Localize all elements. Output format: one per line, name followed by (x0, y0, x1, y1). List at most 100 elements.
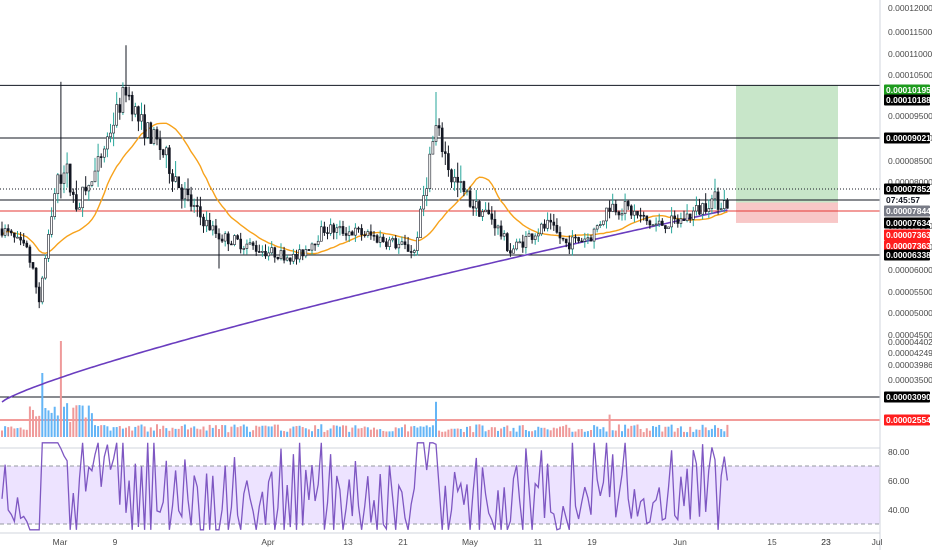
volume-bar (537, 426, 540, 437)
volume-bar (255, 425, 258, 437)
volume-bar (673, 431, 676, 437)
volume-bar (345, 425, 348, 437)
candle-body (323, 226, 326, 233)
candle-body (357, 227, 360, 230)
candle-body (155, 129, 159, 140)
volume-bar (121, 428, 124, 437)
candle-body (437, 125, 441, 129)
candle-body (468, 190, 472, 207)
volume-bar (456, 428, 459, 437)
volume-bar (149, 427, 152, 437)
price-badge (884, 183, 930, 195)
volume-bar (453, 428, 456, 437)
volume-bar (128, 426, 131, 437)
volume-bar (710, 428, 713, 437)
candle-body (626, 201, 630, 207)
candle-body (75, 194, 78, 210)
candle-body (440, 127, 444, 153)
horizontal-levels[interactable] (0, 84, 880, 421)
volume-bar (10, 426, 13, 437)
candle-body (431, 141, 435, 155)
volume-bar (410, 426, 413, 437)
volume-bar (53, 406, 56, 437)
volume-bar (472, 432, 475, 437)
candle-body (28, 246, 32, 263)
volume-bar (388, 431, 391, 437)
candle-body (651, 224, 655, 227)
volume-bar (580, 429, 583, 437)
candle-body (555, 224, 559, 233)
price-badge-text: 0.00003090 (886, 392, 931, 402)
time-tick-label: Mar (53, 537, 68, 547)
candle-body (273, 247, 277, 258)
volume-bar (686, 432, 689, 437)
candle-body (360, 228, 363, 236)
volume-bar (224, 425, 227, 437)
candle-body (645, 215, 649, 222)
rsi-tick-label: 80.00 (888, 447, 910, 457)
volume-bar (47, 410, 50, 437)
candle-body (84, 186, 87, 192)
volume-bar (354, 425, 357, 437)
volume-bar (320, 424, 323, 437)
price-tick-label: 0.00006000 (888, 265, 932, 275)
volume-bar (528, 431, 530, 437)
candle-body (558, 232, 562, 239)
candle-body (698, 205, 701, 215)
volume-bar (608, 414, 611, 437)
volume-bar (25, 429, 28, 437)
candle-body (78, 207, 81, 210)
volume-bar (664, 426, 667, 437)
price-tick-label: 0.00004500 (888, 330, 932, 340)
candle-body (425, 188, 429, 196)
volume-bar (447, 429, 450, 437)
volume-bar (131, 430, 134, 437)
candle-body (549, 219, 553, 223)
candle-body (719, 208, 723, 210)
candle-body (623, 201, 627, 214)
price-tick-label: 0.00004249 (888, 348, 932, 358)
volume-bar (35, 416, 38, 437)
candle-body (561, 237, 565, 240)
candle-body (298, 249, 301, 260)
candle-body (350, 231, 354, 236)
price-tick-label: 0.00011500 (888, 27, 932, 37)
candle-body (307, 249, 311, 251)
volume-bar (109, 430, 112, 437)
volume-bar (106, 426, 109, 437)
volume-bar (348, 431, 351, 437)
candle-body (710, 198, 714, 209)
price-tick-label: 0.00010500 (888, 70, 932, 80)
volume-bar (249, 431, 251, 437)
position-zones[interactable] (736, 85, 838, 223)
candle-body (288, 257, 292, 262)
volume-bar (590, 429, 592, 437)
candle-body (103, 148, 106, 158)
candle-body (44, 257, 47, 279)
candle-body (121, 87, 125, 113)
volume-bar (242, 424, 245, 437)
candle-body (422, 195, 425, 210)
volume-bar (146, 431, 149, 437)
price-badge (884, 249, 930, 261)
volume-bar (679, 426, 682, 437)
candle-body (571, 236, 574, 250)
price-badge (884, 391, 930, 403)
volume-bar (342, 425, 344, 437)
volume-bar (469, 426, 472, 437)
volume-bar (63, 406, 65, 437)
volume-bar (723, 431, 726, 437)
volume-bar (87, 405, 90, 437)
candle-body (99, 156, 103, 158)
candle-body (512, 248, 515, 254)
volume-bar (602, 427, 605, 437)
candle-body (130, 94, 134, 115)
volume-bar (487, 429, 490, 437)
volume-bar (280, 430, 282, 437)
volume-bar (692, 431, 695, 437)
candle-body (496, 225, 500, 229)
candle-body (536, 233, 540, 237)
volume-bars (1, 341, 729, 437)
